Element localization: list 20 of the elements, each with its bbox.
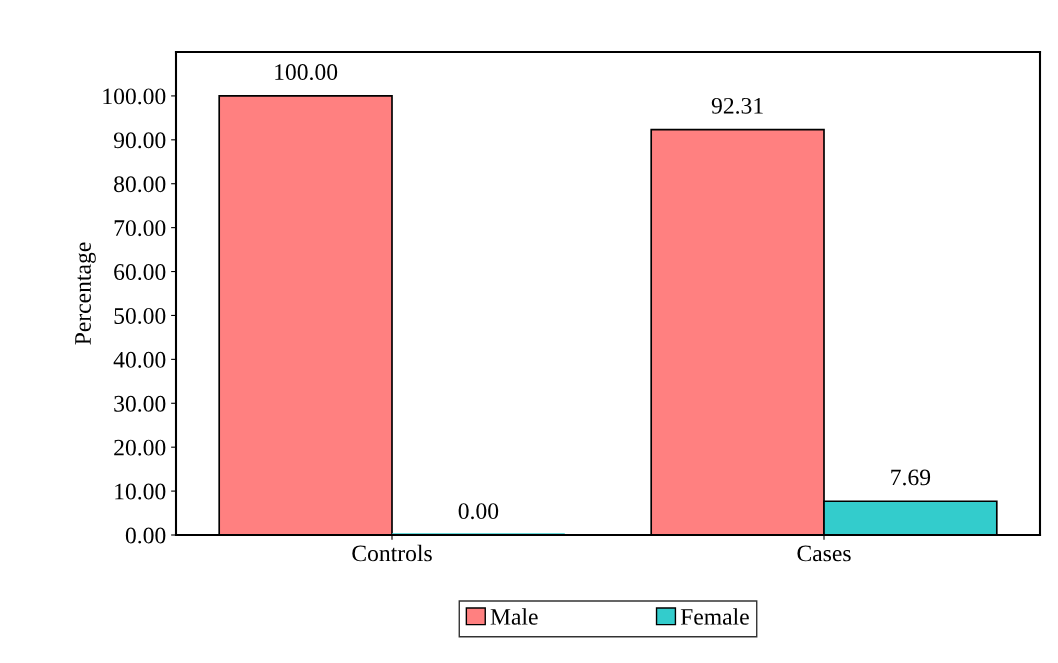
y-axis-title: Percentage [75,242,96,345]
data-label: 100.00 [275,64,338,81]
legend-label: Female [680,608,749,625]
y-tick-label: 50.00 [114,307,166,324]
data-label: 0.00 [458,503,499,520]
y-tick-label: 100.00 [103,88,166,105]
y-tick-label: 0.00 [125,527,166,544]
y-tick-label: 60.00 [114,264,166,281]
y-tick-label: 80.00 [114,176,166,193]
y-tick-label: 30.00 [114,395,166,412]
x-tick-label: Controls [352,544,432,562]
y-tick-label: 40.00 [113,351,166,368]
data-label: 7.69 [891,469,931,486]
y-tick-label: 10.00 [115,483,166,500]
y-tick-label: 70.00 [114,220,166,237]
legend-label: Male [490,608,538,625]
x-tick-label: Cases [797,545,851,562]
y-tick-label: 20.00 [114,439,166,456]
y-tick-label: 90.00 [113,132,166,149]
data-label: 92.31 [711,97,763,114]
